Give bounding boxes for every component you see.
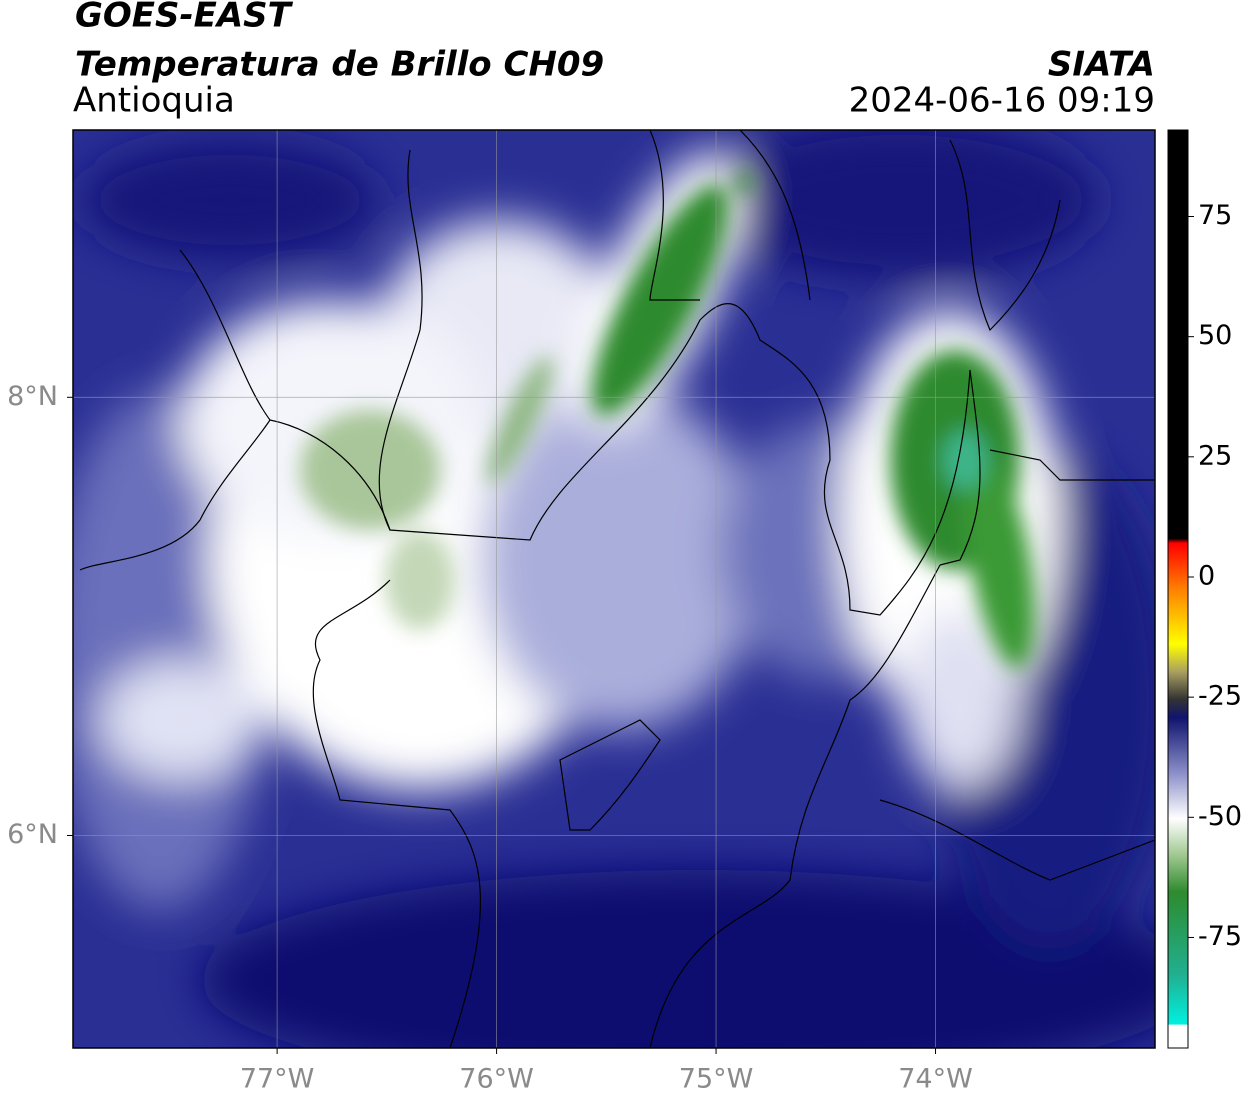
x-tick-label: 77°W <box>240 1064 315 1095</box>
x-tick-label: 76°W <box>459 1064 534 1095</box>
title: GOES-EAST <box>75 0 294 36</box>
region: Antioquia <box>73 81 235 121</box>
colorbar-label: -50 <box>1198 801 1242 832</box>
colorbar <box>1167 129 1189 1049</box>
y-tick-label: 6°N <box>7 819 58 850</box>
timestamp: 2024-06-16 09:19 <box>849 81 1155 121</box>
y-tick-label: 8°N <box>7 381 58 412</box>
colorbar-label: -25 <box>1198 681 1242 712</box>
colorbar-label: 25 <box>1198 440 1232 471</box>
colorbar-label: 75 <box>1198 200 1232 231</box>
colorbar-label: 50 <box>1198 320 1232 351</box>
colorbar-ticks: 75 50 25 0 -25 -50 -75 <box>1188 200 1242 952</box>
x-tick-label: 74°W <box>898 1064 973 1095</box>
x-tick-label: 75°W <box>679 1064 754 1095</box>
map-frame <box>72 129 1156 1049</box>
borders <box>79 130 1155 1048</box>
colorbar-label: 0 <box>1198 560 1215 591</box>
source: SIATA <box>1048 45 1155 85</box>
graticule <box>73 130 1155 1048</box>
colorbar-label: -75 <box>1198 921 1242 952</box>
satellite-image <box>73 130 1155 1048</box>
subtitle: Temperatura de Brillo CH09 <box>75 45 604 85</box>
